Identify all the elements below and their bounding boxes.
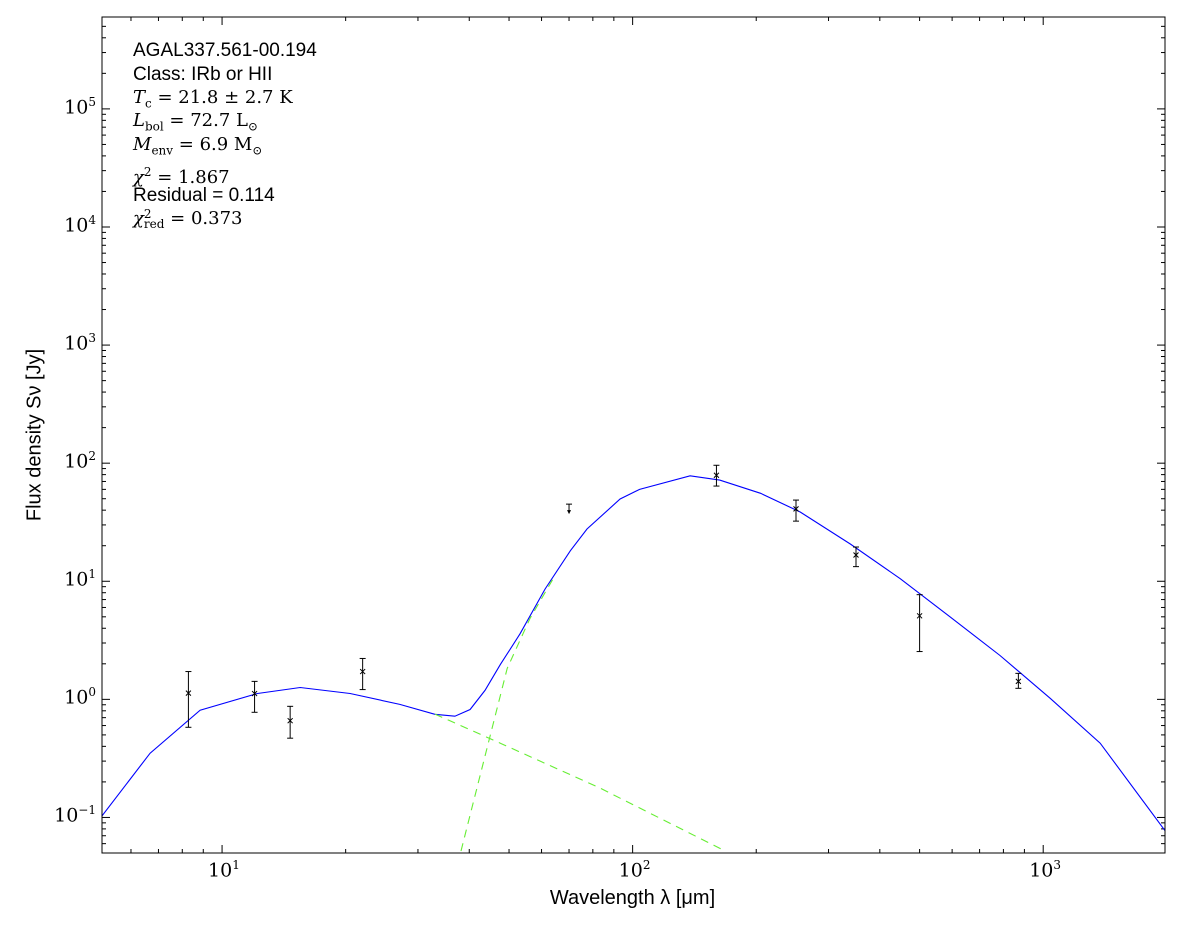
source-name: AGAL337.561-00.194	[133, 40, 317, 61]
y-axis-label: Flux density Sν [Jy]	[23, 348, 46, 522]
chi2-reduced-label: χ2 red = 0.373	[133, 207, 243, 231]
model-total-curve	[102, 475, 1165, 832]
x-tick-label: 103	[1029, 858, 1062, 882]
chi2-label: χ2 = 1.867	[133, 165, 230, 188]
data-point	[185, 690, 192, 696]
y-tick-label: 100	[64, 685, 96, 709]
residual-label: Residual = 0.114	[133, 185, 275, 206]
data-point	[853, 552, 859, 558]
data-point	[359, 668, 366, 675]
x-tick-label: 101	[208, 858, 240, 882]
class-label: Class: IRb or HII	[133, 64, 273, 85]
data-point	[1015, 678, 1022, 685]
plot-frame	[101, 16, 1166, 854]
y-tick-label: 105	[64, 94, 96, 119]
data-point	[916, 612, 923, 619]
y-tick-label: 102	[64, 449, 96, 473]
data-point	[793, 506, 799, 512]
data-point	[713, 472, 720, 479]
upper-limit-arrow	[567, 510, 572, 515]
y-tick-label: 101	[64, 567, 96, 591]
model-component-curve	[460, 578, 554, 852]
x-tick-label: 102	[618, 858, 651, 882]
data-point	[251, 690, 258, 697]
y-tick-label: 104	[64, 212, 96, 237]
model-component-curve	[434, 713, 726, 852]
temperature-label: Tc = 21.8 ± 2.7 K	[133, 87, 293, 111]
data-point	[287, 717, 294, 724]
y-tick-label: 103	[64, 331, 96, 355]
mass-label: Menv = 6.9 M⊙	[133, 134, 263, 158]
x-axis-label: Wavelength λ [μm]	[549, 887, 716, 909]
luminosity-label: Lbol = 72.7 L⊙	[133, 110, 259, 134]
y-tick-label: 10−1	[54, 803, 96, 827]
